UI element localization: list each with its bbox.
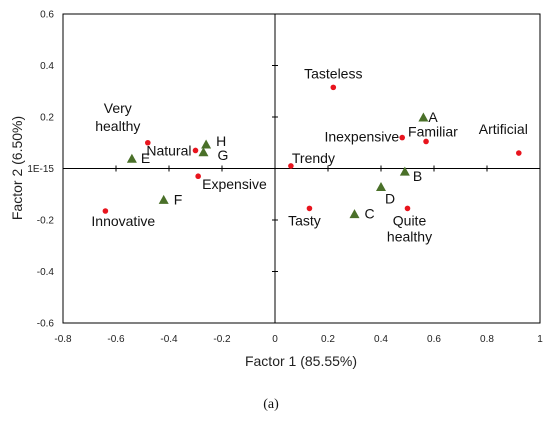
y-axis-title: Factor 2 (6.50%) [9, 116, 25, 220]
label-f: F [174, 191, 183, 207]
point-g [198, 147, 209, 157]
point-tasteless [330, 84, 337, 91]
point-c [349, 209, 360, 219]
point-quite-healthy [404, 205, 411, 212]
data-points [102, 84, 522, 219]
label-d: D [385, 191, 395, 207]
label-inexpensive: Inexpensive [324, 129, 399, 145]
point-e [126, 153, 137, 163]
label-natural: Natural [146, 142, 191, 158]
point-natural [192, 147, 199, 154]
point-f [158, 194, 169, 204]
point-h [201, 139, 212, 149]
x-tick-label: 0.4 [374, 334, 388, 345]
axes [62, 13, 541, 324]
point-artificial [516, 150, 522, 156]
label-trendy: Trendy [292, 150, 335, 166]
label-innovative: Innovative [91, 213, 155, 229]
y-tick-label: 1E-15 [27, 164, 54, 175]
label-tasteless: Tasteless [304, 65, 362, 81]
point-familiar [423, 138, 429, 145]
label-very-healthy: Very healthy [95, 100, 140, 134]
point-labels: Tasteless Inexpensive Familiar Artificial Tr… [91, 65, 527, 244]
label-e: E [141, 150, 150, 166]
y-tick-label: 0.6 [40, 10, 54, 21]
tick-labels: -0.8 -0.6 -0.4 -0.2 0 0.2 0.4 0.6 0.8 1 0.6 0.4 0.2 1… [27, 10, 543, 346]
y-tick-label: 0.4 [40, 61, 54, 72]
x-tick-label: 1 [537, 334, 543, 345]
label-quite-healthy: Quite healthy [387, 212, 432, 244]
label-familiar: Familiar [408, 123, 458, 139]
label-b: B [413, 168, 422, 184]
label-artificial: Artificial [479, 121, 528, 137]
point-a [418, 112, 429, 122]
x-tick-label: -0.8 [54, 334, 72, 345]
point-trendy [288, 163, 294, 169]
label-a: A [428, 109, 438, 125]
x-axis-title: Factor 1 (85.55%) [245, 353, 357, 369]
figure-caption: (a) [263, 397, 279, 412]
x-tick-label: 0 [272, 334, 278, 345]
point-inexpensive [399, 134, 406, 141]
label-h: H [216, 133, 226, 149]
x-tick-label: 0.2 [321, 334, 335, 345]
x-tick-label: -0.2 [213, 334, 231, 345]
point-b [399, 166, 410, 176]
label-tasty: Tasty [288, 212, 321, 228]
point-tasty [306, 205, 313, 212]
label-g: G [217, 147, 228, 163]
label-c: C [365, 206, 375, 222]
y-tick-label: -0.2 [37, 216, 55, 227]
point-very-healthy [145, 139, 151, 146]
x-tick-label: -0.4 [160, 334, 178, 345]
point-innovative [102, 208, 109, 214]
x-tick-label: 0.8 [480, 334, 494, 345]
label-expensive: Expensive [202, 176, 267, 192]
y-tick-label: -0.6 [37, 319, 55, 330]
point-d [376, 182, 386, 192]
y-tick-label: 0.2 [40, 113, 54, 124]
point-expensive [195, 173, 201, 180]
x-tick-label: -0.6 [107, 334, 125, 345]
x-tick-label: 0.6 [427, 334, 441, 345]
y-tick-label: -0.4 [37, 267, 55, 278]
